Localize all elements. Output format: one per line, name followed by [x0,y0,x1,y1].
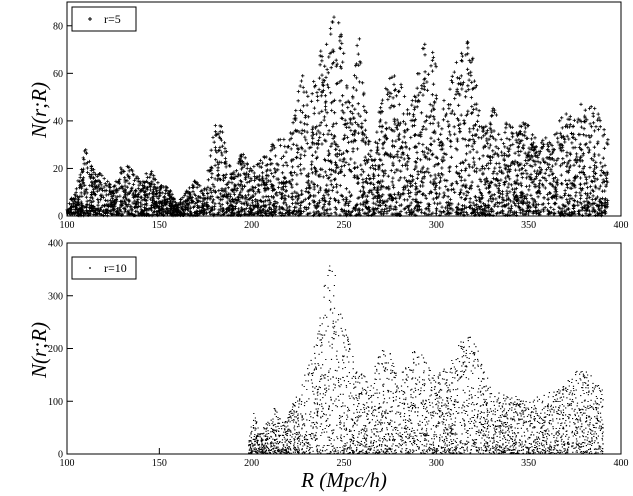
bottom-x-tick-label: 150 [152,458,167,469]
top-y-tick-label: 80 [53,21,63,32]
top-x-tick-label: 100 [60,220,75,231]
bottom-legend: r=10 [71,256,137,280]
top-y-tick-label: 40 [53,116,63,127]
bottom-y-axis-label: N(r;R) [27,322,51,379]
bottom-x-tick-label: 100 [60,458,75,469]
bottom-legend-label: r=10 [104,261,127,275]
bottom-x-tick-label: 400 [614,458,629,469]
top-data-points [65,15,610,218]
bottom-scatter-points [248,265,604,455]
top-x-tick-label: 300 [429,220,444,231]
top-plot-frame [66,1,622,217]
bottom-x-tick-label: 350 [521,458,536,469]
top-panel: 100 150 200 250 300 350 400 0 20 40 60 80 r=5 N(r;R… [27,1,629,231]
top-x-tick-label: 400 [614,220,629,231]
bottom-x-tick-label: 250 [337,458,352,469]
bottom-y-tick-label: 0 [58,450,63,461]
top-y-tick-label: 60 [53,69,63,80]
bottom-plot-frame [66,242,622,455]
top-x-tick-label: 250 [337,220,352,231]
top-x-tick-label: 350 [521,220,536,231]
x-axis-label: R (Mpc/h) [300,468,387,492]
bottom-y-tick-label: 200 [48,344,63,355]
top-legend-label: r=5 [104,12,121,26]
top-x-tick-label: 150 [152,220,167,231]
bottom-legend-marker [89,267,91,269]
bottom-y-tick-label: 300 [48,291,63,302]
bottom-legend-box [71,256,137,280]
top-x-tick-label: 200 [244,220,259,231]
top-scatter-points [65,15,610,218]
bottom-x-tick-label: 300 [429,458,444,469]
bottom-y-tick-label: 100 [48,397,63,408]
top-legend-marker [88,17,92,21]
top-y-tick-label: 0 [58,212,63,223]
top-legend-box [71,6,137,32]
top-y-axis-label: N(r;R) [27,82,51,139]
bottom-data-points [248,265,604,455]
bottom-y-tick-label: 400 [48,239,63,250]
top-y-tick-label: 20 [53,164,63,175]
top-legend: r=5 [71,6,137,32]
bottom-x-tick-label: 200 [244,458,259,469]
